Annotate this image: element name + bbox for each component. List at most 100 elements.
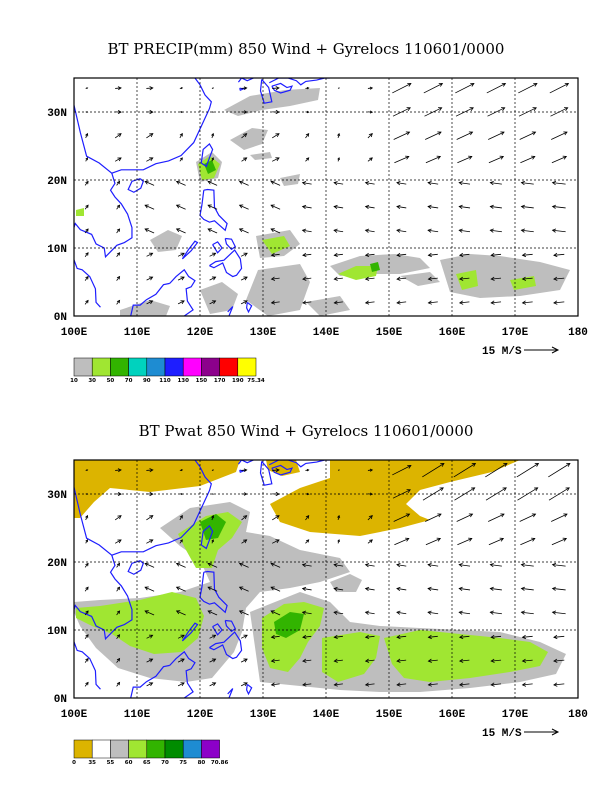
coastline-segment xyxy=(74,173,133,308)
coastline-segment xyxy=(227,688,234,698)
coastline-segment xyxy=(200,143,214,168)
coastline-segment xyxy=(237,460,254,465)
lat-lon-grid xyxy=(74,78,578,316)
longitude-tick-label: 170E xyxy=(502,709,529,721)
colorbar-swatch xyxy=(91,357,111,377)
vector-scale-key: 15 M/S xyxy=(482,728,560,740)
pwat-green-field xyxy=(76,512,548,682)
coastline-segment xyxy=(209,631,243,660)
colorbar-label: 70.86 xyxy=(211,760,229,766)
coastline-segment xyxy=(74,78,213,174)
latitude-tick-label: 30N xyxy=(47,490,67,502)
longitude-labels: 100E 110E 120E 130E 140E 150E 160E 170E 180 xyxy=(61,709,588,721)
vector-scale-label: 15 M/S xyxy=(482,728,522,740)
pwat-gold-field xyxy=(74,460,520,536)
longitude-tick-label: 130E xyxy=(250,327,277,339)
vector-scale-label: 15 M/S xyxy=(482,346,522,358)
coastline-segment xyxy=(74,460,213,556)
coastline-segment xyxy=(259,78,273,104)
colorbar-label: 50 xyxy=(107,378,115,384)
longitude-tick-label: 140E xyxy=(313,709,340,721)
longitude-tick-label: 120E xyxy=(187,327,214,339)
colorbar-label: 110 xyxy=(159,378,171,384)
colorbar-label: 0 xyxy=(72,760,76,766)
longitude-tick-label: 160E xyxy=(439,709,466,721)
coastline-segment xyxy=(200,525,214,550)
coastline-segment xyxy=(246,683,253,696)
panel-2-title: BT Pwat 850 Wind + Gyrelocs 110601/0000 xyxy=(138,422,474,440)
coastline-segment xyxy=(127,560,145,575)
longitude-tick-label: 120E xyxy=(187,709,214,721)
longitude-tick-label: 110E xyxy=(124,709,151,721)
coastline-segment xyxy=(259,460,273,486)
colorbar-label: 190 xyxy=(232,378,244,384)
precip-green-field xyxy=(76,156,536,290)
coastline-segment xyxy=(169,650,196,698)
colorbar-label: 170 xyxy=(214,378,226,384)
colorbar-label: 75.34 xyxy=(247,378,265,384)
latitude-tick-label: 10N xyxy=(47,626,67,638)
coastline-segment xyxy=(227,306,234,316)
colorbar-label: 30 xyxy=(88,378,96,384)
colorbar-swatch xyxy=(110,357,129,377)
longitude-tick-label: 180 xyxy=(568,709,588,721)
wind-vectors xyxy=(84,463,571,687)
longitude-tick-label: 100E xyxy=(61,327,88,339)
colorbar-label: 130 xyxy=(177,378,189,384)
wind-vectors xyxy=(84,82,570,305)
longitude-tick-label: 100E xyxy=(61,709,88,721)
colorbar-swatch xyxy=(73,739,93,759)
colorbar-swatch xyxy=(128,357,148,377)
coastline-segment xyxy=(181,622,199,642)
colorbar-label: 70 xyxy=(161,760,169,766)
longitude-tick-label: 140E xyxy=(313,327,340,339)
longitude-tick-label: 150E xyxy=(376,327,403,339)
coastline-segment xyxy=(224,237,237,251)
latitude-labels: 0N 10N 20N 30N xyxy=(47,490,67,706)
coastline-segment xyxy=(130,282,170,316)
colorbar-swatch xyxy=(164,357,184,377)
colorbar-label: 35 xyxy=(88,760,96,766)
longitude-tick-label: 130E xyxy=(250,709,277,721)
latitude-tick-label: 20N xyxy=(47,176,67,188)
pwat-map-panel: 0N 10N 20N 30N 100E 110E 120E 130E 140E 150E 160E… xyxy=(47,459,588,766)
coastline-segment xyxy=(130,664,170,698)
precip-gray-field xyxy=(120,88,570,316)
coastline-segment xyxy=(269,460,330,468)
colorbar-label: 10 xyxy=(70,378,78,384)
colorbar-swatch xyxy=(201,357,220,377)
coastline-segment xyxy=(209,249,243,278)
longitude-tick-label: 180 xyxy=(568,327,588,339)
longitude-tick-label: 110E xyxy=(124,327,151,339)
coastline-segment xyxy=(181,240,199,260)
latitude-tick-label: 20N xyxy=(47,558,67,570)
longitude-tick-label: 170E xyxy=(502,327,529,339)
colorbar-label: 60 xyxy=(125,760,133,766)
colorbar-swatch xyxy=(91,739,111,759)
latitude-tick-label: 30N xyxy=(47,108,67,120)
vector-scale-key: 15 M/S xyxy=(482,346,560,358)
colorbar-label: 75 xyxy=(179,760,187,766)
latitude-tick-label: 0N xyxy=(54,694,67,706)
colorbar-swatch xyxy=(219,357,239,377)
colorbar-label: 65 xyxy=(143,760,151,766)
colorbar-label: 80 xyxy=(198,760,206,766)
longitude-tick-label: 150E xyxy=(376,709,403,721)
pwat-darkgreen-field xyxy=(200,514,304,638)
colorbar-label: 90 xyxy=(143,378,151,384)
coastline-segment xyxy=(271,82,294,94)
coastline-segment xyxy=(237,78,254,83)
lat-lon-grid xyxy=(74,460,578,698)
colorbar-label: 150 xyxy=(196,378,208,384)
colorbar-swatch xyxy=(128,739,148,759)
colorbar-swatch xyxy=(146,739,166,759)
longitude-tick-label: 160E xyxy=(439,327,466,339)
map-frame xyxy=(73,459,579,699)
colorbar-swatch xyxy=(110,739,129,759)
colorbar-swatch xyxy=(182,739,202,759)
colorbar-label: 55 xyxy=(107,760,115,766)
longitude-labels: 100E 110E 120E 130E 140E 150E 160E 170E 180 xyxy=(61,327,588,339)
latitude-labels: 0N 10N 20N 30N xyxy=(47,108,67,324)
latitude-tick-label: 10N xyxy=(47,244,67,256)
colorbar-swatch xyxy=(182,357,202,377)
